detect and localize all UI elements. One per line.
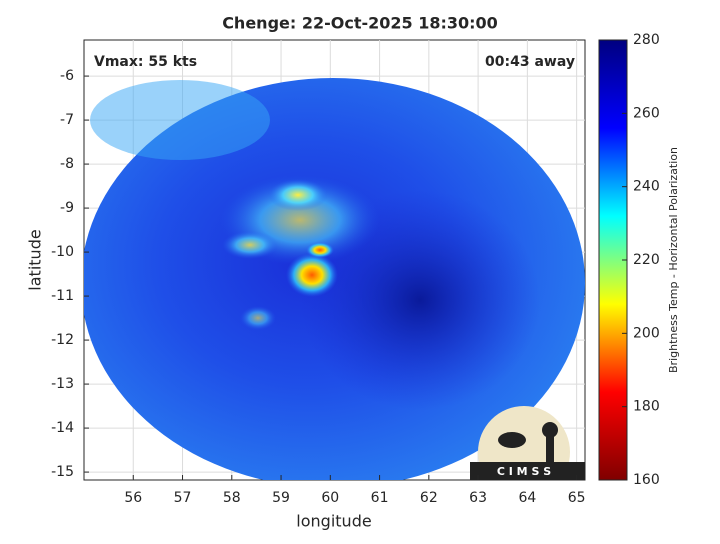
logo-text: C I M S S [497,465,551,478]
y-tick-label: -6 [60,68,74,84]
satellite-image [84,78,585,480]
x-tick-label: 64 [518,490,536,506]
x-tick-label: 56 [124,490,142,506]
y-tick-label: -7 [60,112,74,128]
y-axis-label: latitude [26,229,45,290]
x-tick-label: 59 [272,490,290,506]
colorbar-tick-label: 220 [633,252,660,268]
y-tick-label: -14 [51,420,74,436]
colorbar-tick-label: 260 [633,105,660,121]
y-tick-label: -10 [51,244,74,260]
y-tick-label: -15 [51,464,74,480]
y-tick-label: -11 [51,288,74,304]
x-tick-label: 58 [223,490,241,506]
x-tick-label: 62 [420,490,438,506]
y-tick-label: -8 [60,156,74,172]
x-tick-label: 63 [469,490,487,506]
colorbar-label: Brightness Temp - Horizontal Polarizatio… [667,147,680,373]
colorbar-tick-label: 200 [633,325,660,341]
x-tick-label: 61 [371,490,389,506]
annotation: Vmax: 55 kts [94,54,197,70]
chart-title: Chenge: 22-Oct-2025 18:30:00 [222,14,498,33]
x-tick-label: 57 [174,490,192,506]
x-axis-label: longitude [296,512,371,531]
y-tick-label: -9 [60,200,74,216]
colorbar-tick-label: 180 [633,399,660,415]
x-tick-label: 60 [321,490,339,506]
y-tick-label: -13 [51,376,74,392]
y-tick-label: -12 [51,332,74,348]
colorbar-tick-label: 280 [633,32,660,48]
x-tick-label: 65 [568,490,586,506]
annotation: 00:43 away [485,54,575,70]
logo: C I M S S [470,406,585,480]
colorbar-tick-label: 240 [633,179,660,195]
colorbar-tick-label: 160 [633,472,660,488]
